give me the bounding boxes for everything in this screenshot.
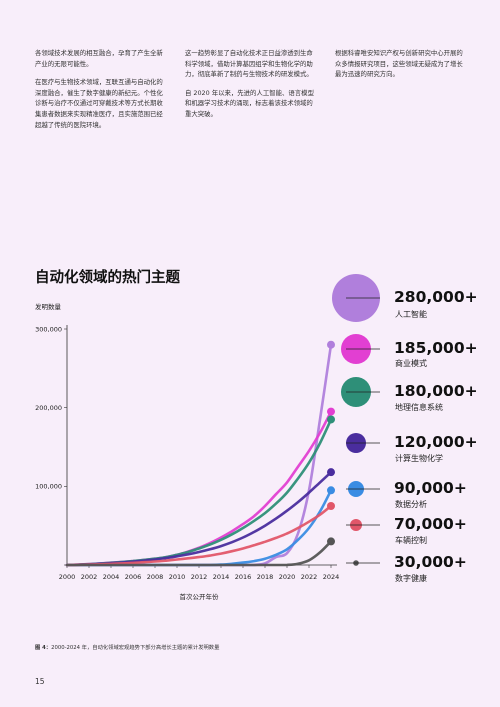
chart-ticks: 100,000 200,000 300,000 2000 2002 2004 2006 200… (35, 325, 339, 581)
x-tick-label: 2016 (235, 573, 252, 581)
x-axis-label: 首次公开年份 (180, 592, 220, 601)
paragraph: 在医疗与生物技术领域，互联互通与自动化的深度融合，催生了数字健康的新纪元。个性化… (35, 78, 163, 129)
legend-name: 数据分析 (395, 499, 427, 509)
legend-item: 180,000+ 地理信息系统 (341, 377, 478, 412)
legend-item: 70,000+ 车辆控制 (346, 515, 467, 545)
legend-total: 30,000+ (394, 553, 467, 571)
chart-lines (65, 340, 335, 567)
legend-name: 车辆控制 (395, 535, 427, 545)
x-tick-label: 2000 (59, 573, 76, 581)
legend-name: 地理信息系统 (395, 402, 443, 412)
legend-name: 人工智能 (395, 309, 427, 319)
x-tick-label: 2024 (323, 573, 340, 581)
paragraph: 这一趋势彰显了自动化技术正日益渗透到生命科学领域，借助计算基因组学和生物化学的助… (185, 49, 313, 79)
series-end-point (327, 468, 335, 477)
paragraph: 根据科睿唯安知识产权与创新研究中心开展的众多情报研究项目，这些领域无疑成为了增长… (335, 49, 463, 79)
series-end-point (327, 502, 335, 510)
text-column-1: 各领域技术发展的相互融合，孕育了产生全新产业的无限可能性。 在医疗与生物技术领域… (35, 48, 169, 138)
legend-item: 90,000+ 数据分析 (346, 479, 467, 509)
y-tick-label: 300,000 (35, 325, 62, 333)
paragraph: 自 2020 年以来，先进的人工智能、语言模型和机器学习技术的涌现，标志着该技术… (185, 88, 314, 118)
legend-name: 数字健康 (395, 573, 427, 583)
paragraph: 各领域技术发展的相互融合，孕育了产生全新产业的无限可能性。 (35, 49, 163, 68)
series-line (65, 489, 333, 567)
series-end-point (327, 537, 335, 546)
caption-label: 图 4： (35, 645, 52, 651)
legend-item: 30,000+ 数字健康 (346, 553, 467, 583)
page-number: 15 (35, 677, 45, 686)
text-column-2: 这一趋势彰显了自动化技术正日益渗透到生命科学领域，借助计算基因组学和生物化学的助… (185, 48, 319, 128)
figure-title: 自动化领域的热门主题 (35, 270, 180, 286)
legend-item: 280,000+ 人工智能 (332, 274, 478, 322)
legend-total: 90,000+ (394, 479, 467, 497)
text-column-3: 根据科睿唯安知识产权与创新研究中心开展的众多情报研究项目，这些领域无疑成为了增长… (335, 48, 469, 88)
legend-total: 280,000+ (394, 288, 478, 306)
series-end-point (327, 340, 335, 349)
x-tick-label: 2004 (103, 573, 120, 581)
x-tick-label: 2012 (191, 573, 208, 581)
legend-total: 70,000+ (394, 515, 467, 533)
y-tick-label: 200,000 (35, 404, 62, 412)
series-end-point (327, 407, 335, 416)
x-tick-label: 2014 (213, 573, 230, 581)
caption-text: 2000-2024 年，自动化领域宏观趋势下部分高增长主题的累计发明数量 (51, 645, 220, 651)
series-line (65, 540, 333, 567)
legend-item: 185,000+商业模式 (341, 334, 478, 368)
legend-name: 商业模式 (395, 358, 427, 368)
x-tick-label: 2002 (81, 573, 98, 581)
legend-total: 120,000+ (394, 433, 478, 451)
series-end-point (327, 486, 335, 495)
figure-caption: 图 4：2000-2024 年，自动化领域宏观趋势下部分高增长主题的累计发明数量 (35, 643, 465, 651)
legend-total: 180,000+ (394, 382, 478, 400)
y-tick-label: 100,000 (35, 483, 62, 491)
chart-legend: 280,000+ 人工智能 185,000+商业模式 180,000+ 地理信息系统 12… (332, 274, 478, 583)
legend-total: 185,000+ (394, 339, 478, 357)
x-tick-label: 2022 (301, 573, 318, 581)
y-axis-label: 发明数量 (35, 302, 62, 311)
series-end-point (327, 415, 335, 424)
x-tick-label: 2020 (279, 573, 296, 581)
legend-item: 120,000+ 计算生物化学 (346, 433, 478, 463)
series-line (65, 418, 333, 567)
x-tick-label: 2010 (169, 573, 186, 581)
series-line (65, 504, 333, 567)
x-tick-label: 2008 (147, 573, 164, 581)
x-tick-label: 2018 (257, 573, 274, 581)
legend-name: 计算生物化学 (395, 453, 443, 463)
x-tick-label: 2006 (125, 573, 142, 581)
